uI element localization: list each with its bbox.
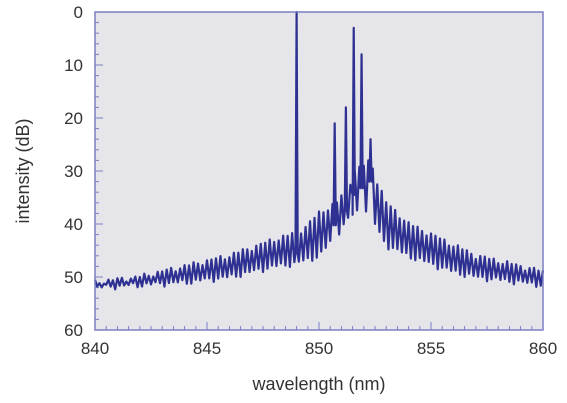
x-tick-label: 840 bbox=[81, 339, 109, 358]
y-tick-label: 30 bbox=[64, 162, 83, 181]
y-axis-label: intensity (dB) bbox=[13, 118, 33, 223]
plot-frame bbox=[94, 11, 544, 331]
y-tick-label: 50 bbox=[64, 268, 83, 287]
x-tick-label: 860 bbox=[529, 339, 557, 358]
y-tick-label: 40 bbox=[64, 215, 83, 234]
x-tick-label: 850 bbox=[305, 339, 333, 358]
y-tick-label: 10 bbox=[64, 56, 83, 75]
plot-area bbox=[95, 12, 543, 330]
tick-labels: 840 845 850 855 860 0 10 20 30 40 50 60 bbox=[64, 3, 557, 358]
y-tick-label: 60 bbox=[64, 321, 83, 340]
spectrum-line bbox=[93, 10, 545, 291]
x-tick-label: 855 bbox=[417, 339, 445, 358]
y-tick-label: 20 bbox=[64, 109, 83, 128]
x-tick-label: 845 bbox=[193, 339, 221, 358]
y-tick-label: 0 bbox=[74, 3, 83, 22]
x-axis-label: wavelength (nm) bbox=[251, 374, 385, 394]
